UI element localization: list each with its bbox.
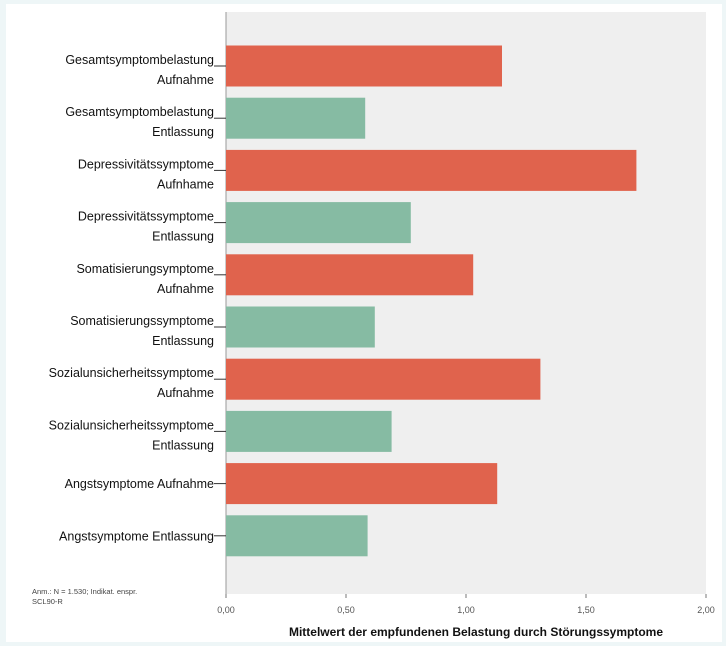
note-line-2: SCL90-R (32, 597, 63, 606)
x-tick-label: 2,00 (697, 605, 715, 615)
y-tick-label: Angstsymptome Aufnahme (65, 477, 214, 491)
y-tick-label: Gesamtsymptombelastung Entlassung (65, 105, 214, 139)
bar-9 (226, 463, 498, 505)
x-tick-label: 0,00 (217, 605, 235, 615)
bar-5 (226, 254, 474, 296)
note-line-1: Anm.: N = 1.530; Indikat. enspr. (32, 587, 137, 596)
x-tick-label: 1,50 (577, 605, 595, 615)
x-axis-title: Mittelwert der empfundenen Belastung dur… (289, 625, 663, 639)
bar-3 (226, 149, 637, 191)
y-tick-label: Sozialunsicherheitssymptome Entlassung (49, 418, 214, 452)
y-tick-label: Somatisierungssymptome Entlassung (70, 314, 214, 348)
y-tick-label: Depressivitätssymptome Aufnhame (78, 157, 214, 191)
y-tick-label: Gesamtsymptombelastung Aufnahme (65, 53, 214, 87)
bar-7 (226, 358, 541, 400)
bar-4 (226, 202, 411, 244)
bar-chart: Gesamtsymptombelastung Aufnahme Gesamtsymp… (32, 12, 715, 639)
bar-8 (226, 410, 392, 452)
bar-10 (226, 515, 368, 557)
y-tick-label: Depressivitätssymptome Entlassung (78, 210, 214, 244)
x-tick-label: 1,00 (457, 605, 475, 615)
x-tick-label: 0,50 (337, 605, 355, 615)
y-tick-label: Sozialunsicherheitssymptome Aufnahme (49, 366, 214, 400)
bar-1 (226, 45, 502, 87)
chart-frame: Gesamtsymptombelastung Aufnahme Gesamtsymp… (6, 4, 722, 642)
bar-6 (226, 306, 375, 348)
bar-2 (226, 97, 366, 139)
y-tick-label: Somatisierungsymptome Aufnahme (76, 262, 214, 296)
y-tick-label: Angstsymptome Entlassung (59, 529, 214, 543)
